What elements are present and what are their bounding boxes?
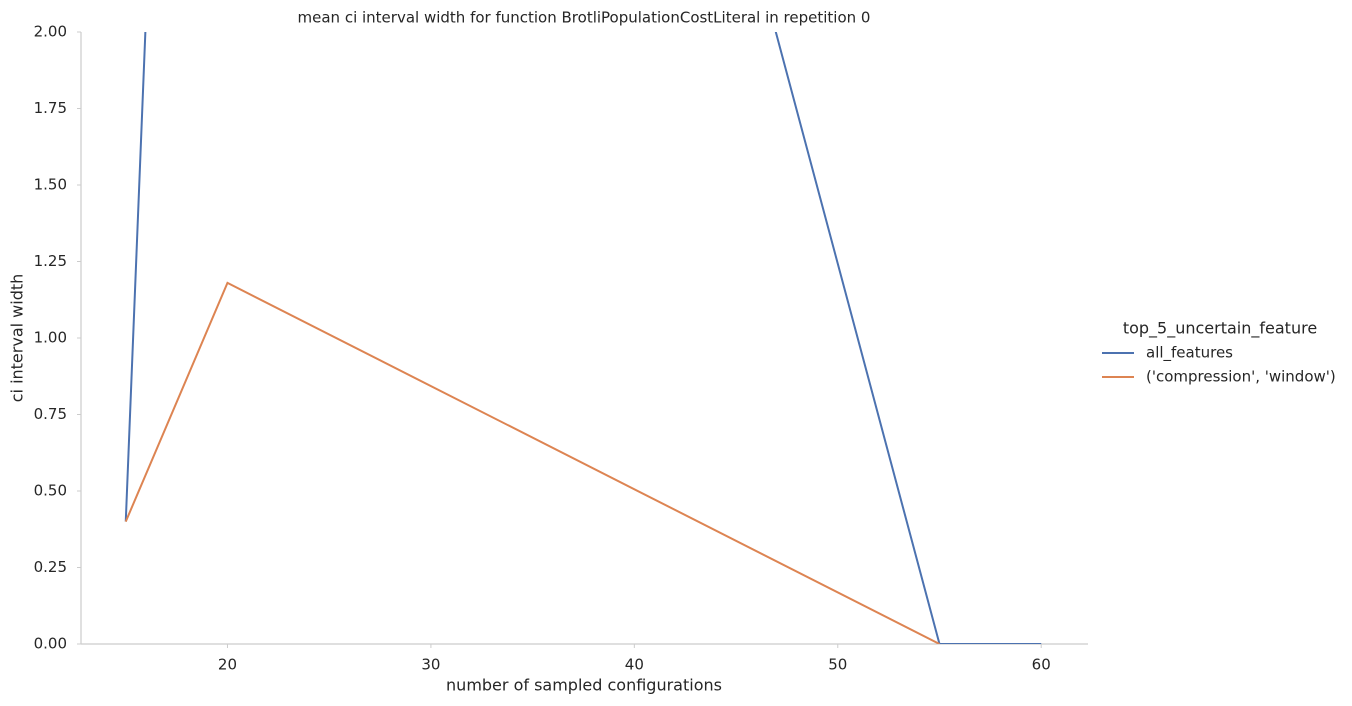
y-axis-label: ci interval width [8, 274, 27, 403]
y-tick-label: 2.00 [34, 23, 67, 41]
series-line [124, 281, 940, 644]
y-tick-label: 1.00 [34, 329, 67, 347]
chart-title: mean ci interval width for function Brot… [298, 9, 871, 27]
x-tick-label: 20 [218, 656, 237, 674]
y-tick-label: 0.00 [34, 635, 67, 653]
x-tick-label: 60 [1032, 656, 1051, 674]
x-axis-label: number of sampled configurations [446, 676, 722, 695]
x-tick-label: 30 [421, 656, 440, 674]
x-tick-label: 40 [625, 656, 644, 674]
y-tick-label: 1.25 [34, 252, 67, 270]
y-tick-label: 1.50 [34, 176, 67, 194]
legend-label: all_features [1146, 344, 1233, 363]
series-line [124, 32, 1042, 644]
y-tick-label: 1.75 [34, 99, 67, 117]
y-tick-label: 0.50 [34, 482, 67, 500]
x-tick-label: 50 [828, 656, 847, 674]
legend-title: top_5_uncertain_feature [1123, 319, 1317, 339]
y-tick-label: 0.25 [34, 558, 67, 576]
y-tick-label: 0.75 [34, 405, 67, 423]
legend-label: ('compression', 'window') [1146, 368, 1336, 386]
